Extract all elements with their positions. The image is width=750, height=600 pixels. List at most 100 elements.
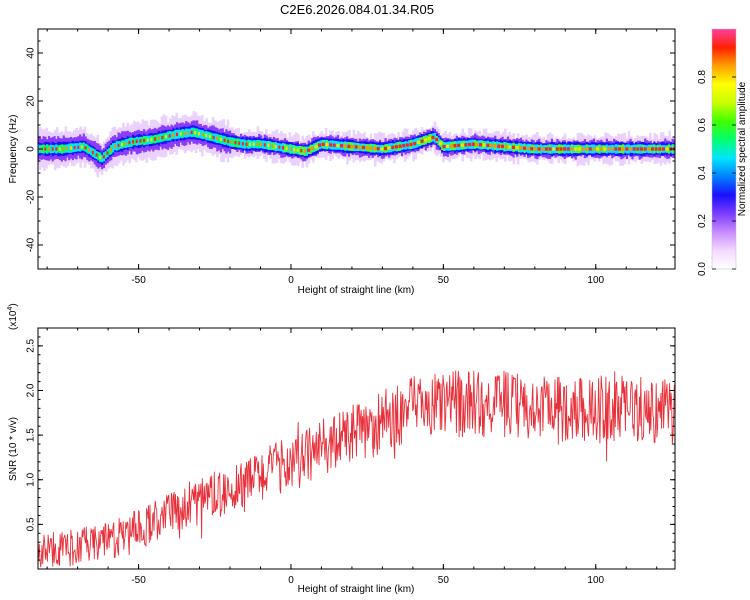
heat-cell — [313, 143, 316, 153]
y-tick-label: 20 — [26, 95, 37, 107]
heat-cell — [437, 137, 440, 146]
heat-cell — [634, 144, 638, 154]
heat-cell — [135, 139, 138, 143]
heat-cell — [661, 147, 665, 151]
heat-cell — [441, 140, 444, 151]
heat-cell — [97, 151, 100, 161]
colorbar-tick-label: 0.4 — [697, 166, 708, 180]
heat-cell — [433, 132, 437, 143]
heat-cell — [422, 136, 426, 145]
heat-cell — [291, 144, 294, 154]
y-tick-label: -40 — [26, 237, 37, 252]
heat-cell — [580, 145, 583, 153]
colorbar-tick-label: 0.2 — [697, 214, 708, 228]
heat-cell — [614, 147, 618, 151]
figure-title: C2E6.2026.084.01.34.R05 — [280, 2, 434, 17]
heat-cell — [386, 144, 389, 153]
heat-cell — [239, 139, 243, 148]
heat-cell — [654, 147, 658, 151]
heat-cell — [444, 142, 448, 151]
heat-cell — [342, 142, 345, 150]
heat-cell — [130, 137, 133, 147]
colorbar-tick-label: 0.8 — [697, 70, 708, 84]
heat-cell — [168, 134, 171, 138]
heat-cell — [419, 137, 422, 147]
heat-cell — [372, 146, 376, 151]
heat-cell — [387, 146, 391, 150]
heat-cell — [408, 140, 411, 150]
heat-cell — [175, 132, 178, 137]
heat-cell — [435, 137, 439, 142]
heat-cell — [616, 144, 619, 154]
heat-cell — [627, 144, 630, 154]
heat-cell — [221, 135, 224, 145]
heat-cell — [256, 142, 259, 146]
heat-cell — [320, 140, 323, 149]
x-tick-label: 100 — [587, 575, 604, 586]
heat-cell — [210, 133, 213, 141]
heat-cell — [631, 144, 634, 154]
colorbar-frame — [711, 28, 737, 270]
heat-cell — [285, 146, 288, 151]
heat-cell — [442, 144, 446, 149]
heat-cell — [95, 153, 98, 157]
heat-cell — [639, 147, 643, 151]
heat-cell — [343, 144, 347, 148]
heat-cell — [159, 133, 162, 143]
heat-cell — [624, 145, 627, 153]
heat-cell — [113, 144, 116, 149]
heat-cell — [400, 141, 404, 150]
heat-cell — [274, 144, 277, 149]
heat-cell — [506, 143, 510, 151]
heat-cell — [336, 143, 340, 148]
spectrogram-panel: -50 0 50 100 -40 -20 0 20 40 Height of straight … — [8, 28, 676, 296]
heat-cell — [90, 147, 93, 156]
heat-cell — [128, 140, 131, 145]
heat-cell — [430, 133, 433, 143]
heat-cell — [393, 143, 396, 151]
heat-cell — [424, 138, 428, 142]
heat-cell — [645, 145, 649, 153]
heat-cell — [192, 127, 195, 137]
heat-cell — [122, 140, 126, 148]
heat-cell — [46, 144, 49, 154]
colorbar-ticks: 0.0 0.2 0.4 0.6 0.8 — [697, 70, 736, 276]
heat-cell — [519, 146, 523, 150]
heat-cell — [331, 140, 334, 150]
heat-cell — [530, 147, 534, 151]
heat-cell — [629, 147, 633, 151]
heat-cell — [376, 146, 380, 151]
heat-cell — [453, 144, 457, 148]
spectrogram-heat — [38, 111, 675, 178]
heat-cell — [503, 141, 506, 152]
heat-cell — [181, 129, 184, 139]
heat-cell — [143, 138, 146, 143]
heat-cell — [448, 141, 451, 151]
heat-cell — [314, 145, 318, 149]
colorbar-label: Normalized spectral amplitude — [737, 81, 748, 216]
heat-cell — [488, 141, 491, 150]
heat-cell — [250, 140, 254, 148]
heat-cell — [607, 147, 611, 151]
spectrogram-ylabel: Frequency (Hz) — [8, 115, 19, 184]
heat-cell — [415, 138, 418, 148]
heat-cell — [80, 145, 83, 149]
heat-cell — [602, 145, 605, 153]
heat-cell — [591, 144, 594, 154]
heat-cell — [316, 141, 319, 151]
heat-cell — [203, 131, 206, 139]
heat-cell — [115, 141, 118, 151]
heat-cell — [431, 135, 435, 140]
heat-cell — [349, 142, 352, 151]
heat-cell — [610, 147, 614, 151]
heat-cell — [380, 147, 384, 151]
heat-cell — [152, 135, 155, 144]
heat-cell — [287, 144, 290, 153]
heat-cell — [241, 142, 244, 146]
heat-cell — [139, 139, 142, 143]
heat-cell — [592, 147, 596, 151]
heat-cell — [555, 147, 559, 151]
heat-cell — [111, 143, 115, 153]
heat-cell — [303, 149, 306, 153]
heat-cell — [190, 130, 193, 135]
